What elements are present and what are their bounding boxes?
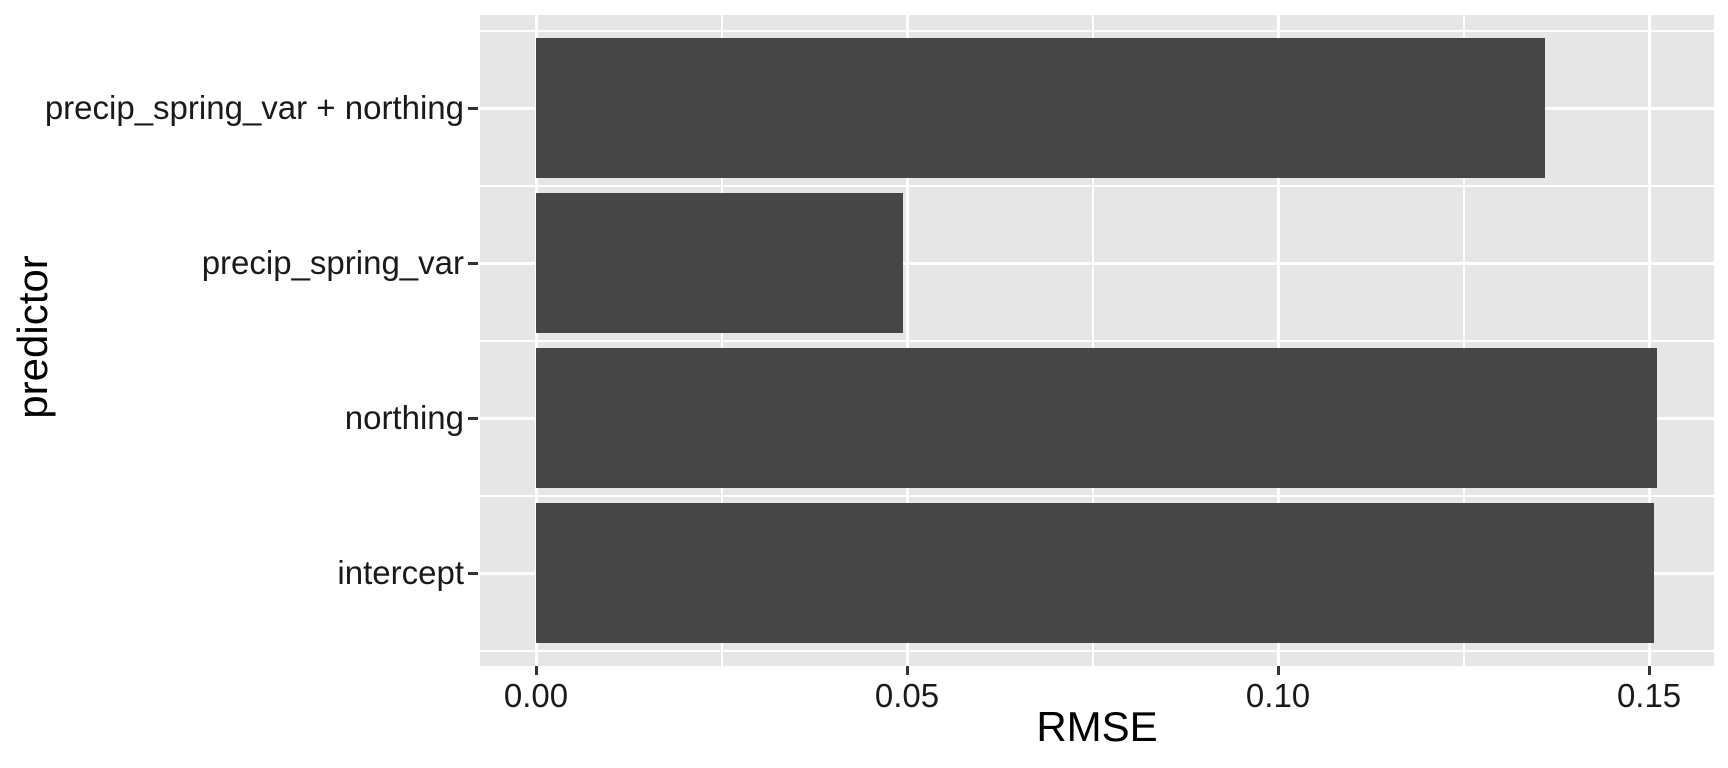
bar-northing: [536, 348, 1658, 488]
bar-precip-spring-var-northing: [536, 38, 1546, 178]
y-tick-mark: [468, 106, 478, 110]
x-tick-mark: [534, 666, 538, 675]
x-tick-mark: [1276, 666, 1280, 675]
minor-gridline-y: [480, 649, 1714, 652]
x-tick-label: 0.15: [1616, 677, 1682, 714]
x-tick-label: 0.00: [503, 677, 569, 714]
x-axis-title: RMSE: [1036, 703, 1158, 750]
x-tick-label: 0.10: [1245, 677, 1311, 714]
y-category-label: northing: [344, 399, 464, 436]
minor-gridline-y: [480, 184, 1714, 187]
y-tick-mark: [468, 261, 478, 265]
major-gridline-x: [1276, 15, 1280, 666]
y-category-label: precip_spring_var + northing: [44, 89, 464, 126]
x-tick-mark: [905, 666, 909, 675]
y-category-label: precip_spring_var: [201, 244, 464, 281]
y-tick-mark: [468, 571, 478, 575]
major-gridline-x: [905, 15, 909, 666]
y-category-label: intercept: [337, 554, 464, 591]
major-gridline-y: [480, 261, 1714, 265]
major-gridline-x: [534, 15, 538, 666]
plot-panel: [480, 15, 1714, 666]
minor-gridline-y: [480, 29, 1714, 32]
x-tick-label: 0.05: [874, 677, 940, 714]
major-gridline-x: [1647, 15, 1651, 666]
minor-gridline-y: [480, 494, 1714, 497]
bar-precip-spring-var: [536, 193, 903, 333]
bar-intercept: [536, 503, 1655, 643]
y-tick-mark: [468, 416, 478, 420]
x-tick-mark: [1647, 666, 1651, 675]
minor-gridline-y: [480, 339, 1714, 342]
